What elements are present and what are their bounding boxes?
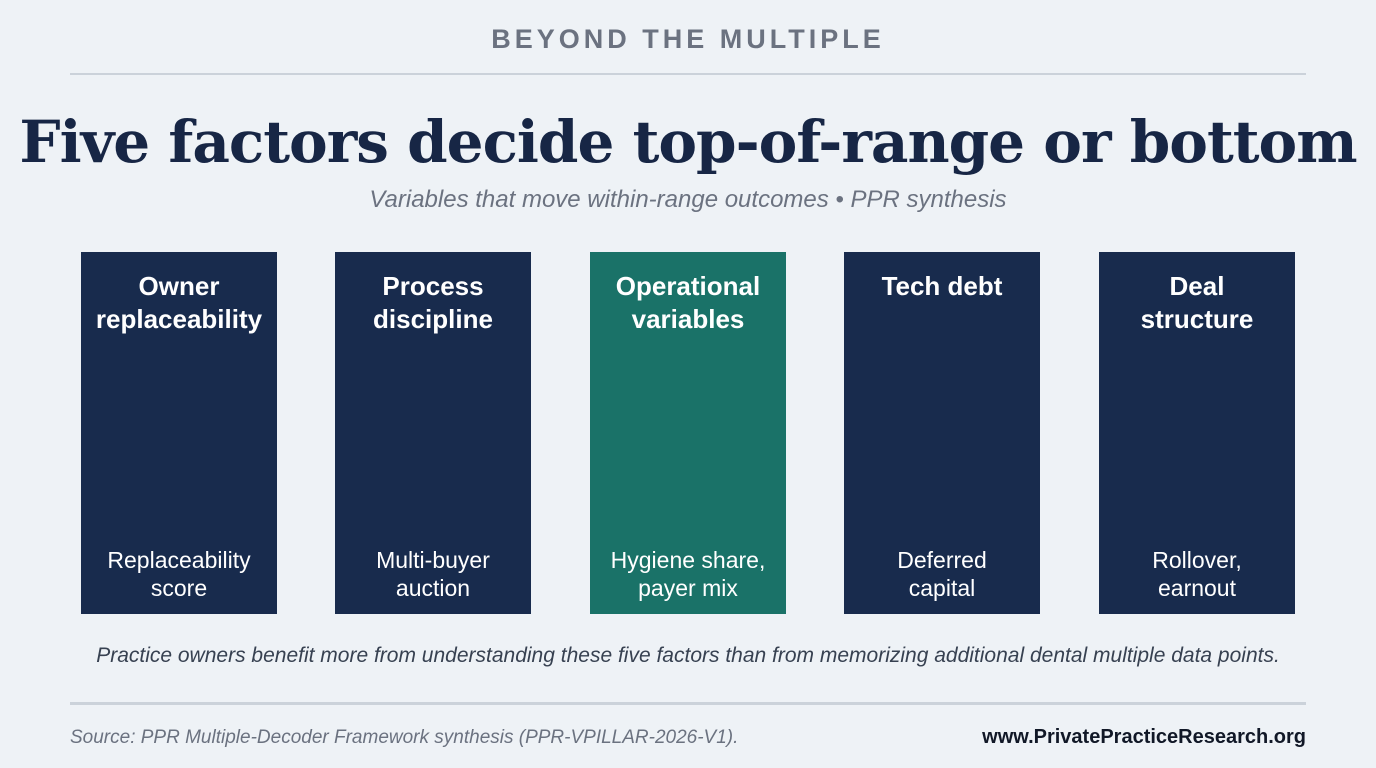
factor-detail: Hygiene share, payer mix <box>610 547 766 601</box>
factor-detail: Multi-buyer auction <box>376 547 490 601</box>
factor-card-tech-debt: Tech debt Deferred capital <box>844 252 1040 614</box>
factor-title: Process discipline <box>373 271 493 334</box>
factor-detail: Rollover, earnout <box>1152 547 1242 601</box>
factor-detail: Deferred capital <box>897 547 987 601</box>
page-title: Five factors decide top-of-range or bott… <box>19 108 1357 176</box>
factor-title: Operational variables <box>615 271 761 334</box>
factor-card-operational-variables: Operational variables Hygiene share, pay… <box>590 252 786 614</box>
takeaway-note: Practice owners benefit more from unders… <box>96 644 1280 667</box>
factor-title: Tech debt <box>881 271 1003 301</box>
eyebrow-heading: BEYOND THE MULTIPLE <box>491 24 885 54</box>
factor-title: Deal structure <box>1140 271 1254 334</box>
factor-cards: Owner replaceability Replaceability scor… <box>81 252 1295 614</box>
factor-card-deal-structure: Deal structure Rollover, earnout <box>1099 252 1295 614</box>
factor-card-owner-replaceability: Owner replaceability Replaceability scor… <box>81 252 277 614</box>
top-divider <box>70 73 1306 75</box>
factor-card-process-discipline: Process discipline Multi-buyer auction <box>335 252 531 614</box>
factor-title: Owner replaceability <box>95 271 263 334</box>
factor-detail: Replaceability score <box>107 547 251 601</box>
website-url: www.PrivatePracticeResearch.org <box>982 726 1306 748</box>
source-citation: Source: PPR Multiple-Decoder Framework s… <box>70 727 739 748</box>
bottom-divider <box>70 702 1306 705</box>
page-subtitle: Variables that move within-range outcome… <box>369 186 1007 213</box>
